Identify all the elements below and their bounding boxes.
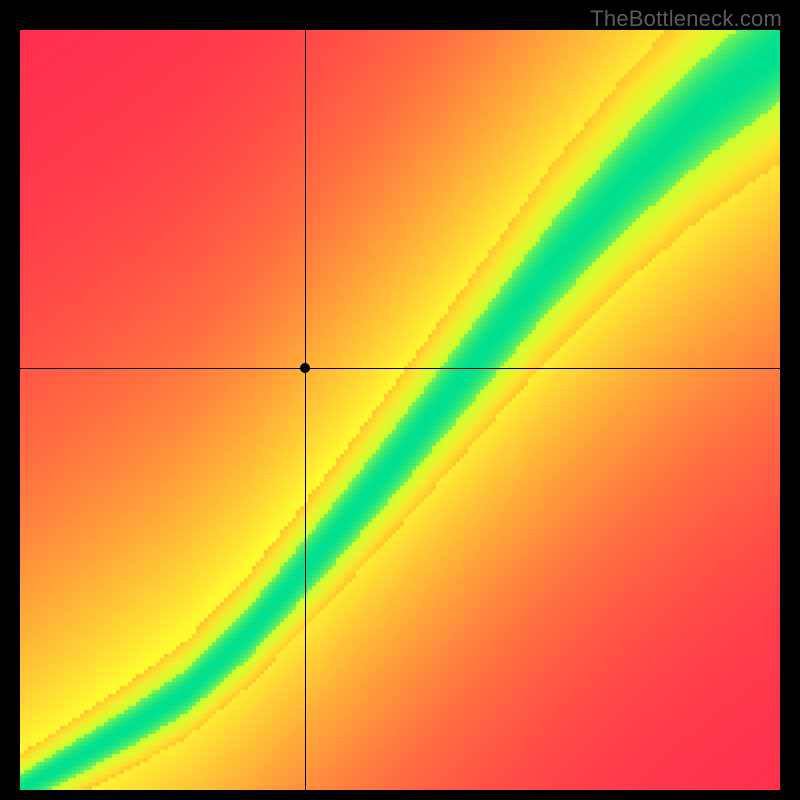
watermark-text: TheBottleneck.com — [590, 6, 782, 32]
plot-frame — [20, 30, 780, 790]
chart-container: TheBottleneck.com — [0, 0, 800, 800]
heatmap-canvas — [20, 30, 780, 790]
crosshair-horizontal — [20, 368, 780, 369]
crosshair-vertical — [305, 30, 306, 790]
